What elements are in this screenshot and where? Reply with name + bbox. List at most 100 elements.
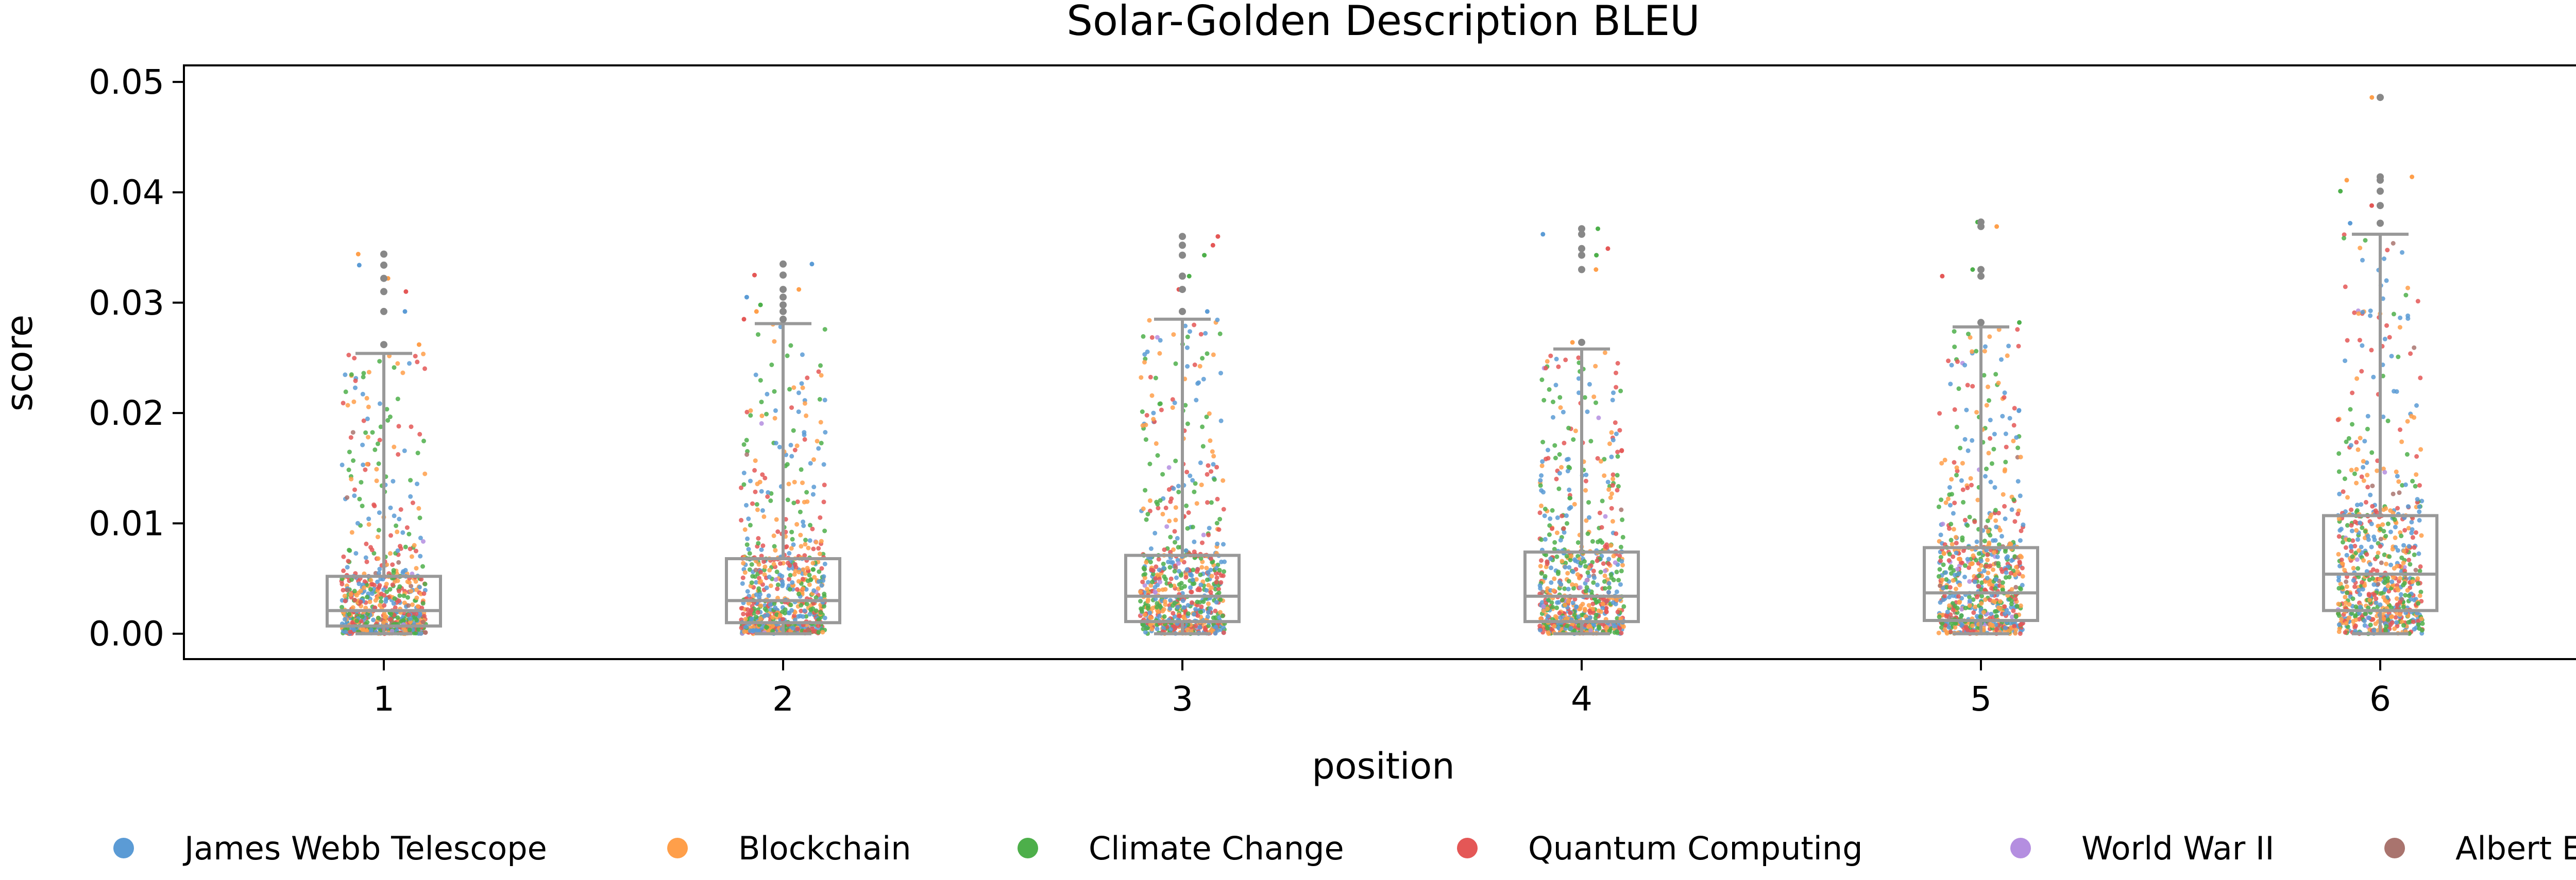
- strip-point: [1185, 603, 1191, 608]
- strip-point: [409, 554, 414, 559]
- strip-point: [366, 404, 371, 409]
- x-tick-label: 6: [2369, 679, 2391, 719]
- strip-point: [1569, 554, 1574, 559]
- strip-point: [787, 577, 792, 582]
- strip-point: [764, 585, 769, 591]
- strip-point: [1993, 577, 1998, 582]
- strip-point: [366, 516, 371, 522]
- strip-point: [415, 481, 419, 487]
- strip-point: [2358, 520, 2363, 525]
- strip-point: [792, 479, 797, 485]
- strip-point: [345, 565, 350, 570]
- strip-point: [1937, 614, 1942, 619]
- strip-point: [1173, 517, 1178, 523]
- strip-point: [769, 363, 774, 367]
- strip-point: [406, 612, 411, 617]
- strip-point: [773, 441, 778, 445]
- strip-point: [366, 435, 370, 440]
- strip-point: [1963, 606, 1968, 611]
- strip-point: [1188, 473, 1193, 478]
- strip-point: [1951, 593, 1956, 598]
- strip-point: [804, 490, 809, 495]
- box-position-6: [2322, 94, 2438, 635]
- strip-point: [2384, 278, 2389, 283]
- strip-point: [788, 442, 793, 447]
- strip-point: [1974, 558, 1979, 563]
- outlier-point: [1578, 266, 1585, 273]
- strip-point: [1544, 553, 1549, 558]
- strip-point: [2384, 561, 2388, 566]
- strip-point: [363, 467, 368, 472]
- strip-point: [2342, 232, 2347, 237]
- box-iqr: [1523, 550, 1640, 624]
- strip-point: [2398, 576, 2403, 581]
- strip-point: [801, 519, 806, 524]
- strip-point: [390, 582, 395, 588]
- strip-point: [1145, 586, 1150, 592]
- strip-point: [377, 571, 382, 576]
- strip-point: [2013, 614, 2019, 619]
- strip-point: [1597, 510, 1602, 515]
- strip-point: [1206, 610, 1211, 615]
- strip-point: [1971, 553, 1976, 558]
- strip-point: [1992, 432, 1997, 437]
- strip-point: [368, 578, 374, 583]
- strip-point: [360, 442, 365, 447]
- strip-point: [2016, 408, 2022, 413]
- strip-point: [760, 508, 765, 513]
- strip-point: [421, 539, 426, 544]
- strip-point: [1166, 487, 1172, 492]
- box-position-4: [1523, 225, 1640, 635]
- strip-point: [387, 587, 393, 592]
- strip-point: [1619, 507, 1624, 512]
- x-axis-label: position: [1312, 745, 1454, 787]
- strip-point: [762, 564, 768, 570]
- strip-point: [1595, 582, 1600, 588]
- strip-point: [1982, 587, 1988, 592]
- outlier-point: [1179, 272, 1186, 280]
- strip-point: [1565, 521, 1569, 526]
- strip-point: [1166, 465, 1172, 470]
- strip-point: [1606, 487, 1612, 492]
- strip-point: [1619, 559, 1624, 564]
- strip-point: [2400, 250, 2404, 255]
- strip-point: [1948, 629, 1953, 634]
- strip-point: [1142, 583, 1147, 588]
- strip-point: [347, 612, 352, 617]
- strip-point: [754, 309, 759, 314]
- strip-point: [772, 339, 777, 344]
- strip-point: [2343, 358, 2348, 364]
- strip-point: [803, 538, 808, 543]
- strip-point: [1962, 563, 1968, 568]
- strip-point: [2350, 554, 2355, 559]
- strip-point: [821, 499, 826, 505]
- strip-point: [801, 523, 806, 528]
- strip-point: [2412, 627, 2417, 632]
- strip-point: [1620, 517, 1625, 522]
- strip-point: [2374, 600, 2379, 606]
- y-tick-label: 0.03: [89, 283, 164, 323]
- strip-point: [2396, 354, 2401, 359]
- strip-point: [2417, 517, 2422, 523]
- strip-point: [410, 602, 415, 607]
- strip-point: [1598, 570, 1603, 575]
- outlier-point: [1578, 225, 1585, 233]
- strip-point: [2015, 445, 2021, 451]
- chart-title: Solar-Golden Description BLEU: [1066, 0, 1700, 45]
- strip-point: [1550, 605, 1555, 610]
- strip-point: [343, 389, 348, 394]
- strip-point: [1567, 565, 1572, 570]
- strip-point: [2357, 588, 2362, 593]
- strip-point: [343, 598, 348, 603]
- strip-point: [2395, 506, 2400, 511]
- strip-point: [2375, 568, 2380, 574]
- strip-point: [1992, 485, 1997, 490]
- strip-point: [347, 450, 352, 455]
- strip-point: [1586, 500, 1591, 505]
- strip-point: [2389, 605, 2394, 610]
- strip-point: [1568, 558, 1573, 562]
- strip-point: [390, 562, 395, 567]
- strip-point: [388, 617, 394, 622]
- strip-point: [1584, 472, 1589, 477]
- strip-point: [1606, 561, 1611, 566]
